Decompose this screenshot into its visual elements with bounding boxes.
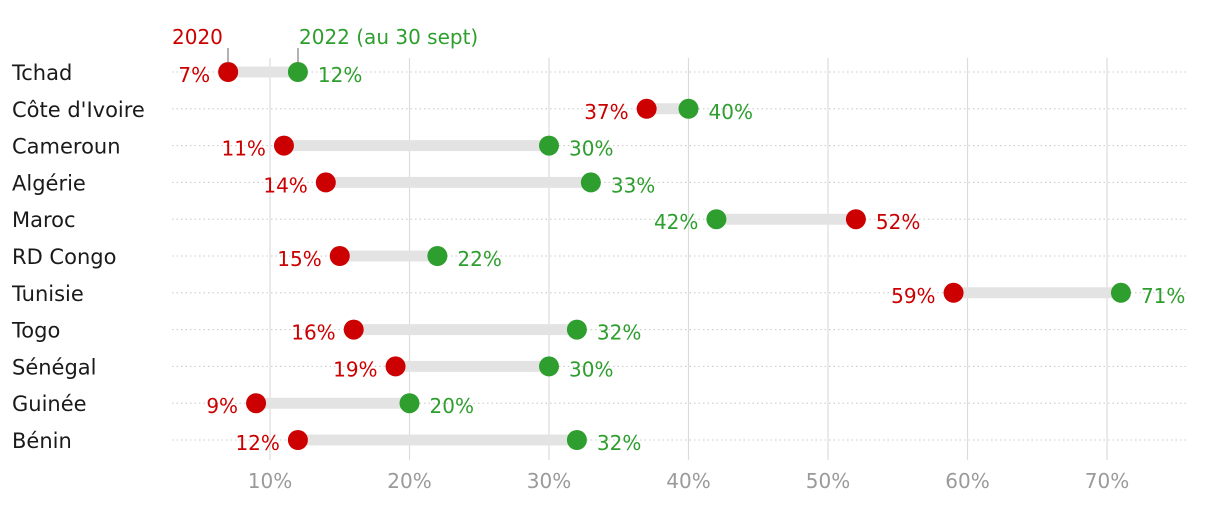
value-label-2022: 30%	[569, 137, 613, 161]
x-tick-label: 20%	[387, 469, 431, 493]
country-label: Côte d'Ivoire	[12, 98, 145, 122]
value-label-2020: 37%	[584, 100, 628, 124]
value-label-2020: 19%	[333, 357, 377, 381]
dot-2020	[636, 98, 657, 119]
x-tick-label: 50%	[806, 469, 850, 493]
value-label-2020: 7%	[178, 63, 210, 87]
country-label: Tchad	[11, 61, 72, 85]
dot-2020	[385, 356, 406, 377]
value-label-2022: 40%	[709, 100, 753, 124]
country-label: Guinée	[12, 392, 87, 416]
dot-2020	[343, 319, 364, 340]
value-label-2022: 32%	[597, 321, 641, 345]
dot-2022	[287, 62, 308, 82]
value-label-2022: 20%	[430, 394, 474, 418]
value-label-2020: 12%	[235, 431, 279, 455]
dot-2022	[539, 135, 559, 156]
value-label-2020: 11%	[221, 137, 265, 161]
value-label-2022: 12%	[318, 63, 362, 87]
dot-2022	[1110, 282, 1131, 303]
value-label-2022: 32%	[597, 431, 641, 455]
dot-2020	[287, 430, 308, 450]
country-label: Algérie	[12, 171, 86, 195]
grid-lines	[269, 58, 1108, 460]
value-label-2020: 14%	[263, 173, 307, 197]
dot-2020	[845, 209, 866, 230]
value-label-2022: 71%	[1141, 284, 1185, 308]
x-tick-label: 60%	[945, 469, 989, 493]
value-label-2022: 42%	[654, 210, 698, 234]
country-label: Cameroun	[12, 135, 121, 159]
dot-2022	[678, 98, 699, 119]
value-label-2020: 16%	[291, 321, 335, 345]
value-label-2020: 15%	[277, 247, 321, 271]
dot-2022	[566, 430, 587, 450]
value-label-2020: 52%	[876, 210, 920, 234]
value-label-2022: 30%	[569, 357, 613, 381]
value-label-2020: 59%	[891, 284, 935, 308]
dot-2022	[399, 393, 420, 414]
value-label-2020: 9%	[206, 394, 238, 418]
dot-2022	[566, 319, 587, 340]
legend-2022: 2022 (au 30 sept)	[299, 25, 478, 49]
value-label-2022: 33%	[611, 173, 655, 197]
dot-2020	[273, 135, 294, 156]
dot-2022	[427, 246, 448, 266]
value-label-2022: 22%	[457, 247, 501, 271]
dot-2022	[706, 209, 727, 230]
dot-2020	[329, 246, 350, 266]
x-tick-label: 70%	[1085, 469, 1129, 493]
dot-2020	[246, 393, 267, 414]
dot-2020	[943, 282, 964, 303]
x-tick-label: 10%	[248, 469, 292, 493]
dot-2022	[580, 172, 601, 193]
x-tick-label: 30%	[527, 469, 571, 493]
country-label: Tunisie	[11, 282, 84, 306]
legend: 2020 2022 (au 30 sept)	[172, 25, 478, 63]
chart-rows: Tchad 7% 12% Côte d'Ivoire 37% 40% Cameroun 11%…	[11, 61, 1188, 455]
country-label: Togo	[11, 319, 60, 343]
dot-2020	[218, 62, 239, 82]
country-label: Bénin	[12, 429, 72, 453]
country-label: Maroc	[12, 208, 76, 232]
country-label: Sénégal	[12, 355, 97, 379]
dot-2022	[539, 356, 559, 377]
legend-2020: 2020	[172, 25, 223, 49]
country-label: RD Congo	[12, 245, 116, 269]
x-axis-ticks: 10% 20% 30% 40% 50% 60% 70%	[248, 469, 1129, 493]
dot-2020	[315, 172, 336, 193]
x-tick-label: 40%	[666, 469, 710, 493]
